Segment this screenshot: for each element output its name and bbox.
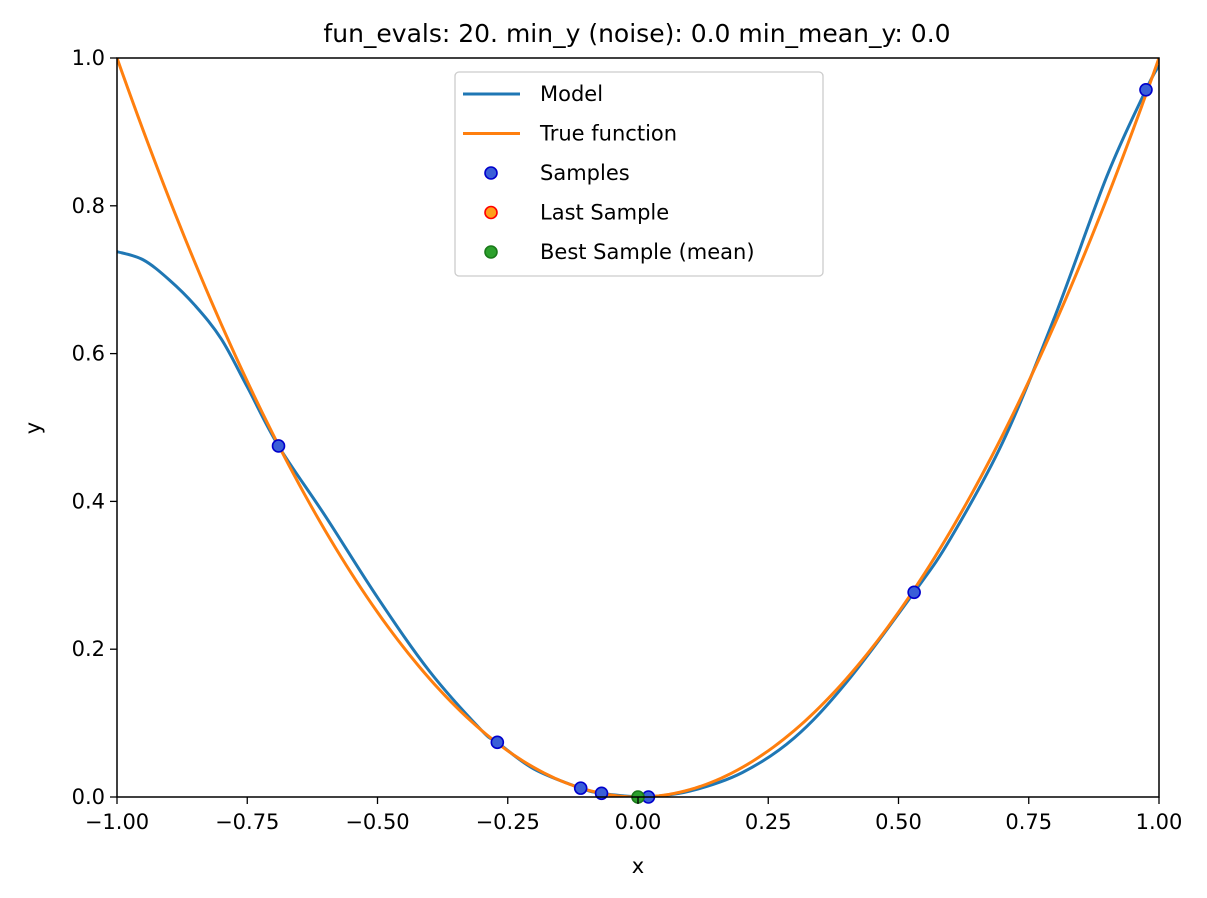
x-tick-label: −1.00 <box>85 810 149 834</box>
y-tick-label: 0.0 <box>72 785 105 809</box>
x-axis-ticks: −1.00 −0.75 −0.50 −0.25 0.00 0.25 0.50 0.75 1.00 <box>85 797 1183 834</box>
chart-title: fun_evals: 20. min_y (noise): 0.0 min_me… <box>323 19 950 48</box>
legend-label-model: Model <box>540 82 603 106</box>
legend-label-best-sample-mean: Best Sample (mean) <box>540 240 755 264</box>
y-axis-ticks: 0.0 0.2 0.4 0.6 0.8 1.0 <box>72 46 117 809</box>
x-tick-label: −0.25 <box>476 810 540 834</box>
legend-box <box>454 71 824 277</box>
legend-label-last-sample: Last Sample <box>540 201 669 225</box>
x-tick-label: 0.50 <box>875 810 922 834</box>
legend-label-true-function: True function <box>539 122 677 146</box>
legend: Model True function Samples Last Sample Best… <box>454 71 824 277</box>
point-samples <box>490 735 505 750</box>
x-tick-label: −0.75 <box>215 810 279 834</box>
y-axis-title: y <box>21 422 45 434</box>
x-tick-label: 0.75 <box>1005 810 1052 834</box>
point-samples <box>573 781 588 795</box>
y-tick-label: 0.2 <box>72 637 105 661</box>
point-samples <box>271 439 286 453</box>
y-tick-label: 0.6 <box>72 342 105 366</box>
series-line-true-function <box>117 58 1159 797</box>
legend-label-samples: Samples <box>540 161 630 185</box>
x-tick-label: 0.00 <box>615 810 662 834</box>
point-samples <box>1139 82 1153 97</box>
y-tick-label: 0.4 <box>72 489 105 513</box>
y-tick-label: 0.8 <box>72 194 105 218</box>
legend-swatch-best-sample-mean <box>484 245 498 259</box>
point-samples <box>907 585 921 600</box>
x-tick-label: −0.50 <box>345 810 409 834</box>
x-tick-label: 1.00 <box>1136 810 1183 834</box>
x-axis-title: x <box>632 854 644 878</box>
legend-swatch-last-sample <box>484 205 498 220</box>
legend-swatch-samples <box>484 166 498 180</box>
x-tick-label: 0.25 <box>745 810 792 834</box>
y-tick-label: 1.0 <box>72 46 105 70</box>
